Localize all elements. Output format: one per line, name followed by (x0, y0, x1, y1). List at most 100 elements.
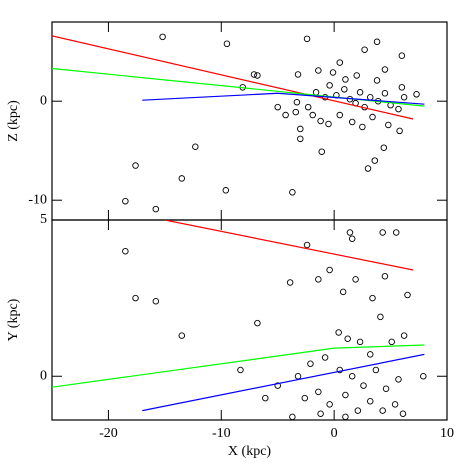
x-tick-label: 10 (440, 426, 454, 441)
point (325, 120, 332, 128)
point (339, 288, 347, 296)
y-tick-label: 0 (40, 368, 47, 383)
point (388, 338, 395, 346)
point (377, 313, 384, 321)
point (222, 187, 230, 194)
x-tick-label: -20 (99, 426, 118, 441)
point (315, 388, 322, 396)
point (262, 394, 269, 402)
point (294, 373, 302, 380)
y-axis-label: Z (kpc) (6, 100, 21, 142)
point (318, 148, 325, 155)
point (364, 165, 372, 172)
point (297, 135, 304, 143)
point (152, 205, 160, 213)
point (286, 279, 294, 286)
point (304, 103, 312, 111)
point (293, 98, 301, 106)
point (398, 52, 406, 59)
point (379, 407, 386, 414)
point (341, 86, 348, 93)
point (361, 46, 368, 53)
point (382, 385, 390, 393)
line (142, 353, 425, 412)
point (326, 82, 333, 89)
frame (51, 219, 448, 421)
point (360, 382, 367, 389)
point (312, 89, 320, 96)
point (369, 294, 376, 302)
point (348, 373, 356, 380)
point (192, 143, 199, 150)
point (297, 125, 304, 133)
x-tick-label: -10 (212, 426, 231, 441)
point (122, 197, 129, 205)
point (391, 401, 399, 408)
point (379, 229, 386, 236)
point (359, 123, 366, 131)
point (371, 157, 379, 164)
point (317, 117, 324, 125)
point (132, 162, 139, 169)
point (367, 93, 374, 101)
point (344, 335, 351, 343)
line (52, 35, 414, 120)
point (315, 67, 322, 74)
point (303, 35, 311, 43)
point (250, 71, 258, 78)
point (317, 410, 324, 418)
point (336, 59, 344, 66)
point (372, 366, 380, 374)
y-tick-label: 0 (40, 93, 47, 108)
point (381, 90, 389, 97)
point (354, 407, 362, 414)
point (132, 294, 139, 302)
point (398, 84, 406, 91)
line (52, 344, 425, 388)
point (399, 410, 407, 418)
point (346, 229, 354, 236)
point (367, 351, 374, 358)
point (303, 241, 311, 249)
x-axis-label: X (kpc) (228, 444, 271, 459)
point (301, 394, 309, 402)
point (400, 93, 408, 101)
point (329, 69, 337, 76)
point (404, 291, 411, 299)
point (352, 276, 359, 283)
point (342, 413, 349, 420)
point (336, 366, 344, 374)
point (420, 373, 427, 380)
point (380, 144, 388, 151)
point (326, 401, 333, 408)
point (237, 366, 244, 374)
point (342, 391, 349, 399)
line (142, 92, 425, 105)
point (342, 76, 349, 83)
point (326, 266, 333, 274)
point (395, 376, 402, 383)
point (159, 33, 166, 41)
point (309, 111, 316, 119)
y-tick-label: -10 (28, 192, 47, 207)
point (289, 189, 296, 196)
point (274, 103, 281, 111)
point (335, 329, 342, 336)
line (164, 220, 414, 271)
point (385, 121, 392, 129)
point (321, 354, 329, 361)
point (396, 127, 403, 135)
point (381, 273, 389, 280)
y-axis-label: Y (kpc) (6, 298, 21, 341)
point (254, 319, 261, 327)
point (122, 247, 129, 255)
point (356, 89, 364, 96)
point (254, 72, 261, 79)
point (178, 332, 186, 339)
point (307, 360, 314, 368)
frame (51, 21, 448, 221)
point (413, 91, 420, 98)
point (348, 118, 356, 126)
point (353, 72, 360, 79)
